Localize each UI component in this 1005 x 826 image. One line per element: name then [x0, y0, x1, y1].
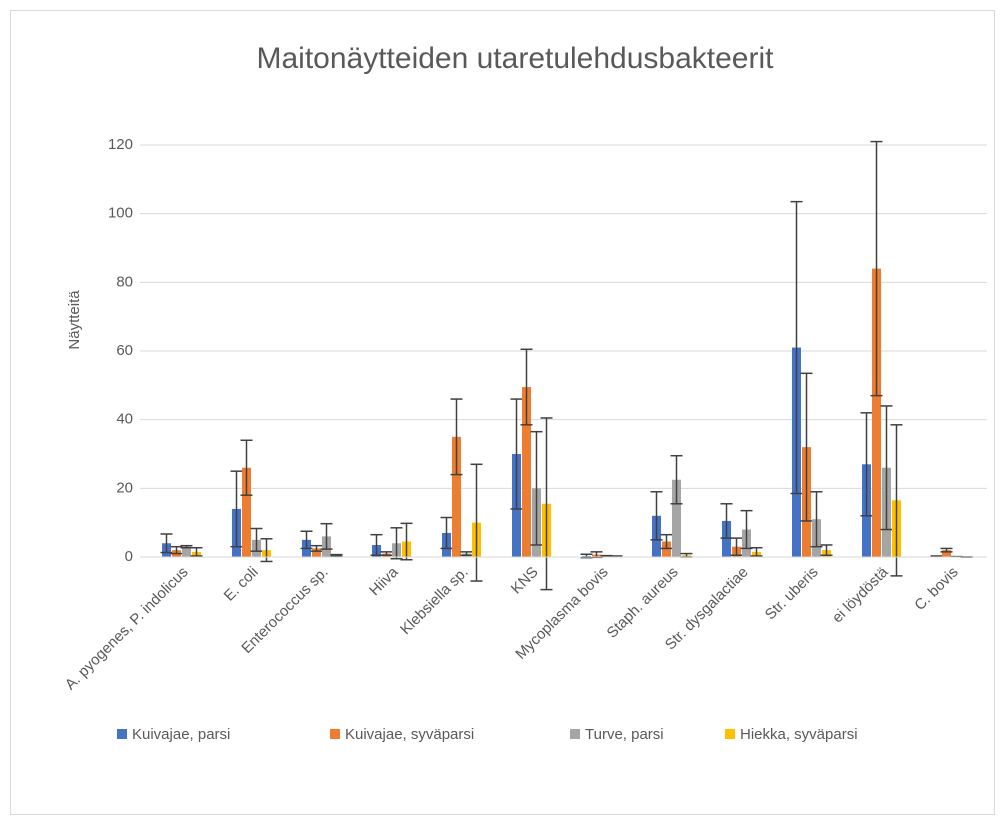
error-bar [880, 405, 893, 531]
error-bar [460, 551, 473, 557]
error-bar [540, 417, 553, 591]
error-bar [330, 553, 343, 557]
error-bar [230, 470, 243, 548]
error-bar [320, 522, 333, 550]
legend-swatch [570, 729, 580, 739]
error-bar [400, 522, 413, 561]
error-bar [260, 538, 273, 563]
bar [672, 479, 681, 557]
error-bar [240, 439, 253, 496]
legend-swatch [330, 729, 340, 739]
error-bar [730, 537, 743, 557]
error-bar [530, 430, 543, 546]
error-bar [790, 200, 803, 495]
bar [722, 520, 731, 557]
error-bar [810, 491, 823, 548]
error-bar [750, 546, 763, 557]
bar [312, 548, 321, 557]
error-bar [820, 544, 833, 557]
legend-label: Hiekka, syväparsi [740, 726, 858, 743]
y-tick-label: 40 [116, 411, 133, 428]
error-bar [470, 463, 483, 582]
error-bar [520, 348, 533, 426]
bar [182, 546, 191, 557]
error-bar [250, 527, 263, 552]
y-tick-label: 100 [108, 205, 133, 222]
error-bar [450, 398, 463, 476]
y-tick-label: 20 [116, 479, 133, 496]
error-bar [670, 454, 683, 505]
bar [452, 436, 461, 557]
error-bar [650, 491, 663, 541]
legend-label: Kuivajae, parsi [132, 726, 230, 743]
y-tick-label: 80 [116, 273, 133, 290]
error-bar [860, 412, 873, 517]
legend-label: Turve, parsi [585, 726, 664, 743]
legend-swatch [725, 729, 735, 739]
y-tick-label: 0 [125, 548, 133, 565]
y-tick-label: 60 [116, 342, 133, 359]
bar [522, 387, 531, 557]
error-bar [440, 516, 453, 550]
chart-title: Maitonäytteiden utaretulehdusbakteerit [256, 42, 774, 75]
bar [942, 550, 951, 557]
error-bar [940, 547, 953, 553]
error-bar [300, 530, 313, 550]
bar [242, 467, 251, 557]
error-bar [390, 527, 403, 560]
error-bar [510, 398, 523, 510]
y-axis-label: Näytteitä [66, 290, 83, 350]
error-bar [380, 551, 393, 557]
error-bar [870, 140, 883, 397]
legend-swatch [117, 729, 127, 739]
error-bar [160, 533, 173, 554]
legend-label: Kuivajae, syväparsi [345, 726, 474, 743]
error-bar [190, 546, 203, 557]
bar [872, 268, 881, 557]
error-bar [170, 545, 183, 555]
error-bar [890, 424, 903, 577]
y-tick-label: 120 [108, 136, 133, 153]
error-bar [310, 544, 323, 552]
error-bar [800, 372, 813, 522]
error-bar [660, 533, 673, 550]
bar [662, 541, 671, 557]
chart-border [10, 10, 995, 815]
